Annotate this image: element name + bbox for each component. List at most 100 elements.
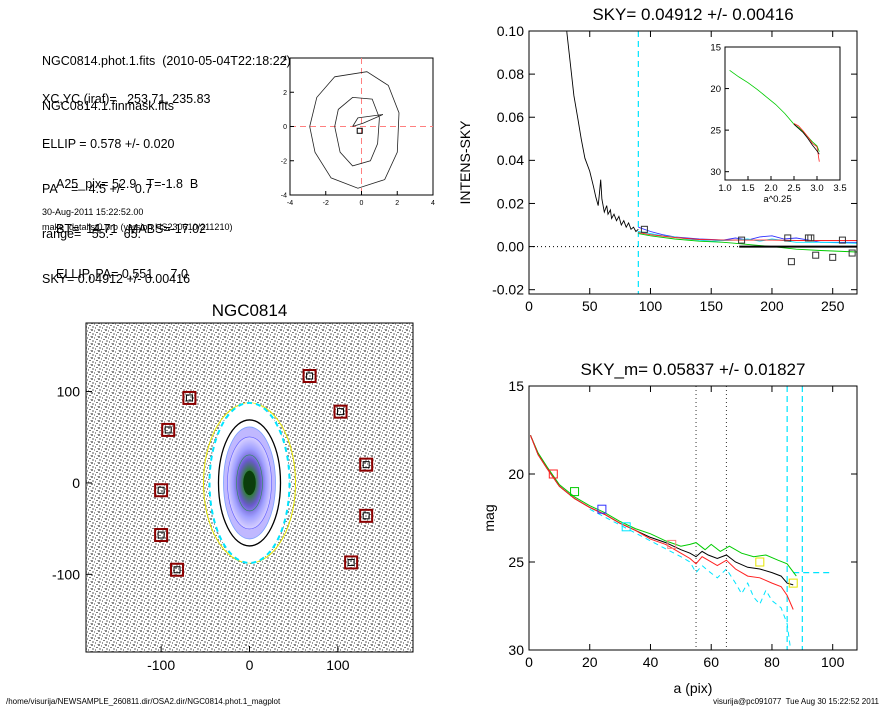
masked-star-box [333,404,348,419]
center-marker [356,127,363,134]
magnitude-profile-frame [528,385,858,651]
contour-x-tick-label: -2 [323,200,329,207]
inset-profile-panel: 1.0 1.5 2.0 2.5 3.0 3.5 15 20 25 30 a^0.25 [710,43,846,206]
inset-series-line [793,124,820,155]
footer-user: visurija@pc091077 Tue Aug 30 15:22:52 20… [713,697,879,706]
header-program: make_datalist0.pro (version HS230610/211… [42,222,233,232]
sky-sample-marker [640,225,648,233]
magnitude-profile-title: SKY_m= 0.05837 +/- 0.01827 [581,360,806,379]
inset-y-tick-label: 20 [710,84,721,95]
sky-x-tick-label: 50 [582,298,598,314]
sky-sample-marker [738,236,746,244]
sky-y-tick-label: 0.04 [497,152,524,168]
sky-x-tick-label: 150 [700,298,724,314]
inset-x-tick-label: 1.0 [718,183,731,194]
masked-star-box [154,528,169,543]
mag-y-tick-label: 15 [508,378,524,394]
sky-sample-marker [787,258,795,266]
masked-star-box [344,555,359,570]
sky-sample-marker [838,236,846,244]
contour-y-tick-label: 4 [283,56,287,63]
nucleus [243,470,256,496]
header-file-lines: NGC0814.phot.1.fits (2010-05-04T22:18:22… [42,24,291,129]
sky-y-tick-label: 0.08 [497,66,524,82]
mag-x-tick-label: 100 [821,654,845,670]
masked-star-box [170,562,185,577]
mag-x-tick-label: 0 [525,654,533,670]
masked-star-core [347,558,355,566]
image-x-tick-label: 0 [246,657,254,673]
mag-y-tick-label: 20 [508,466,524,482]
sky-sample-marker [804,234,812,242]
masked-star-box [302,369,317,384]
masked-star-core [185,394,193,402]
sky-profile-title: SKY= 0.04912 +/- 0.00416 [592,5,793,24]
magnitude-marker [755,557,765,567]
magnitude-profile-xlabel: a (pix) [674,680,713,696]
header-line: BT= 14.71 MABS=-17.02 [56,222,207,236]
header-line: NGC0814.1.finmask.fits [42,99,174,113]
mag-y-tick-label: 30 [508,642,524,658]
masked-star-core [362,512,370,520]
inset-frame [724,46,841,181]
magnitude-profile-ylabel: mag [481,504,497,531]
magnitude-series-line [530,435,794,586]
mag-y-tick-label: 25 [508,554,524,570]
masked-star-core [157,531,165,539]
contour-x-tick-label: -4 [287,200,293,207]
masked-star-core [337,408,345,416]
header-line: ELLIP, PA= 0.551 7.0 [56,267,188,281]
sky-y-tick-label: 0.10 [497,23,524,39]
isophote-contour-panel: -4 -2 0 2 4 -4 -2 0 2 4 [281,56,435,208]
sky-x-tick-label: 200 [760,298,784,314]
sky-y-tick-label: -0.02 [492,282,524,298]
inset-y-tick-label: 15 [710,43,721,54]
galaxy-image-panel: NGC0814 -100 0 100 -100 0 100 [52,301,414,673]
magnitude-series-line [530,435,797,577]
magnitude-marker [621,522,631,532]
header-date: 30-Aug-2011 15:22:52.00 [42,207,144,217]
sky-sample-marker [848,249,856,257]
inset-x-tick-label: 2.5 [787,183,800,194]
masked-star-core [173,566,181,574]
image-y-tick-label: 100 [57,384,81,400]
inset-xlabel: a^0.25 [763,194,791,205]
a25-ellipse [217,419,282,547]
sky-profile-panel: SKY= 0.04912 +/- 0.00416 INTENS-SKY 0 50 100… [457,5,858,314]
masked-star-core [306,372,314,380]
mag-x-tick-label: 80 [764,654,780,670]
isophote-contour [352,114,384,127]
isophote-contour [309,71,400,189]
inner-isophote [236,454,263,512]
contour-x-tick-label: 0 [360,200,364,207]
magnitude-series-line [589,508,791,647]
sky-x-tick-label: 250 [821,298,845,314]
mag-x-tick-label: 40 [643,654,659,670]
magnitude-marker [548,469,558,479]
inset-y-tick-label: 25 [710,126,721,137]
contour-y-tick-label: 0 [283,124,287,131]
contour-x-tick-label: 4 [431,200,435,207]
sky-y-tick-label: 0.06 [497,109,524,125]
contour-y-tick-label: -2 [281,158,287,165]
masked-star-core [157,486,165,494]
header-line: range= 55.- 65. [42,227,142,241]
header-line: SKY= 0.04912 +/- 0.00416 [42,272,191,286]
mag-x-tick-label: 60 [703,654,719,670]
masked-star-box [154,483,169,498]
sky-sample-marker [829,253,837,261]
header-line: ELLIP = 0.578 +/- 0.020 [42,137,175,151]
image-y-tick-label: 0 [72,475,80,491]
masked-star-box [359,457,374,472]
masked-star-core [362,461,370,469]
isophote-contour [334,96,380,167]
galaxy-image-title: NGC0814 [212,301,288,320]
contour-x-tick-label: 2 [395,200,399,207]
mag-x-tick-label: 20 [582,654,598,670]
magnitude-profile-panel: SKY_m= 0.05837 +/- 0.01827 a (pix) mag 0 20 4… [481,360,858,696]
inset-y-tick-label: 30 [710,167,721,178]
inset-x-tick-label: 3.0 [810,183,823,194]
masked-star-box [359,508,374,523]
sky-y-tick-label: 0.02 [497,195,524,211]
